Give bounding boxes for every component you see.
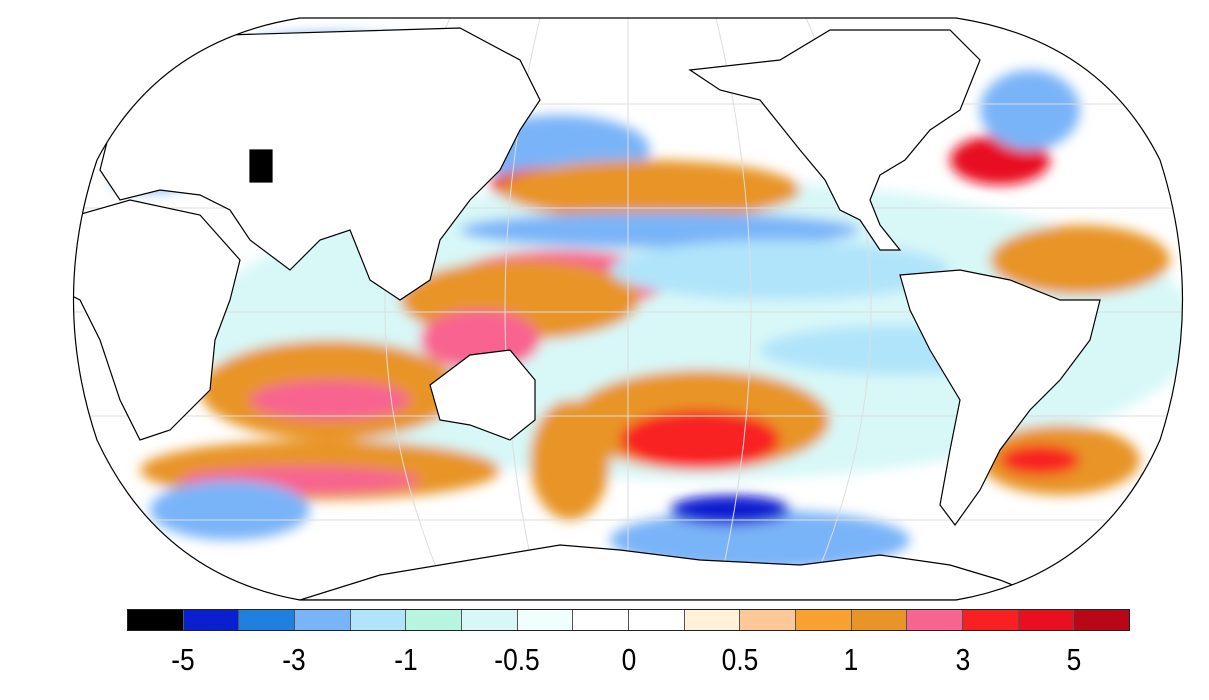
world-map (72, 17, 1184, 601)
colorbar-tick-label: -3 (282, 642, 306, 677)
colorbar-swatch (1074, 610, 1130, 630)
colorbar-swatch (128, 610, 184, 630)
colorbar-swatch (740, 610, 797, 630)
north-america (688, 29, 981, 251)
australia (429, 349, 536, 441)
colorbar (127, 609, 1130, 631)
colorbar-tick-label: 0.5 (721, 642, 759, 677)
colorbar-tick-label: 5 (1066, 642, 1082, 677)
colorbar-swatch (462, 610, 518, 630)
colorbar-swatch (1018, 610, 1075, 630)
continents (73, 27, 1183, 600)
south-america (899, 269, 1101, 527)
colorbar-swatch (239, 610, 296, 630)
colorbar-swatch (350, 610, 407, 630)
colorbar-tick-label: -5 (170, 642, 195, 677)
colorbar-swatch (963, 610, 1019, 630)
colorbar-swatch (406, 610, 463, 630)
colorbar-tick-label: 1 (844, 642, 859, 677)
colorbar-swatch (907, 610, 964, 630)
colorbar-swatch (295, 610, 351, 630)
map-outline (72, 17, 1184, 601)
colorbar-tick-label: -0.5 (494, 642, 540, 677)
colorbar-swatch (629, 610, 685, 630)
africa (73, 199, 241, 441)
eurasia (73, 27, 541, 301)
colorbar-tick-label: -1 (393, 642, 418, 677)
colorbar-swatch (851, 610, 908, 630)
colorbar-tick-label: 0 (621, 642, 636, 677)
colorbar-swatch (573, 610, 630, 630)
colorbar-swatch (517, 610, 574, 630)
colorbar-swatch (796, 610, 852, 630)
antarctica (299, 544, 1051, 600)
lake-baikal (249, 149, 273, 183)
colorbar-tick-label: 3 (955, 642, 971, 677)
colorbar-swatch (684, 610, 741, 630)
colorbar-swatch (183, 610, 240, 630)
